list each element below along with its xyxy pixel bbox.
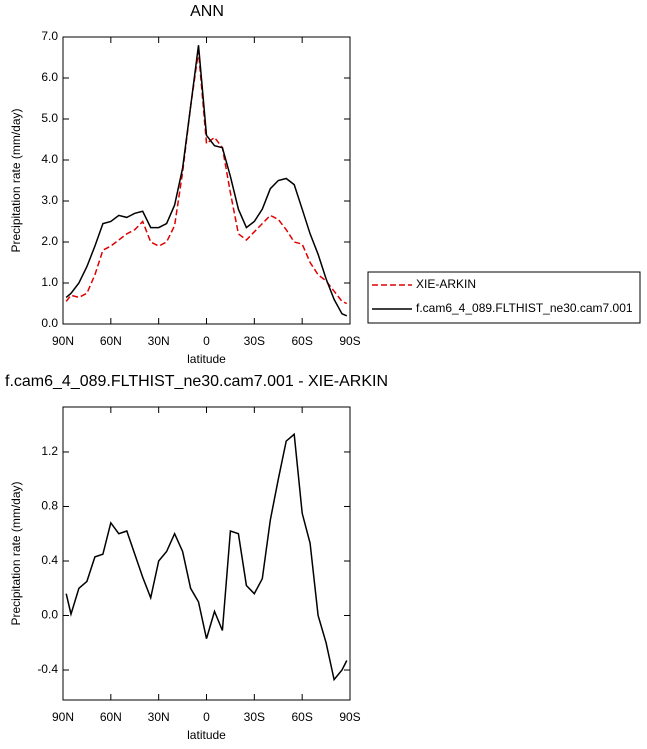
x-tick-label: 90S bbox=[339, 710, 360, 724]
y-tick-label: 2.0 bbox=[41, 234, 58, 248]
x-tick-label: 30S bbox=[244, 710, 265, 724]
y-tick-label: 0.4 bbox=[41, 553, 58, 567]
x-axis-label: latitude bbox=[187, 352, 226, 366]
y-tick-label: -0.4 bbox=[37, 662, 58, 676]
data-line bbox=[65, 432, 348, 682]
y-tick-label: 1.0 bbox=[41, 275, 58, 289]
data-line bbox=[65, 51, 348, 305]
x-tick-label: 30N bbox=[148, 334, 170, 348]
y-tick-label: 3.0 bbox=[41, 193, 58, 207]
x-tick-label: 60N bbox=[100, 334, 122, 348]
y-tick-label: 0.0 bbox=[41, 316, 58, 330]
y-tick-label: 7.0 bbox=[41, 29, 58, 43]
x-tick-label: 60N bbox=[100, 710, 122, 724]
y-tick-label: 5.0 bbox=[41, 111, 58, 125]
x-tick-label: 60S bbox=[291, 334, 312, 348]
y-tick-label: 0.8 bbox=[41, 499, 58, 513]
chart-title: ANN bbox=[190, 3, 224, 20]
y-tick-label: 0.0 bbox=[41, 608, 58, 622]
x-axis-label: latitude bbox=[187, 728, 226, 742]
x-tick-label: 90N bbox=[52, 710, 74, 724]
x-tick-label: 0 bbox=[203, 334, 210, 348]
legend-label: XIE-ARKIN bbox=[416, 277, 476, 291]
y-tick-label: 6.0 bbox=[41, 70, 58, 84]
x-tick-label: 90S bbox=[339, 334, 360, 348]
plot-frame bbox=[62, 406, 351, 701]
y-axis-label: Precipitation rate (mm/day) bbox=[9, 108, 23, 252]
x-tick-label: 90N bbox=[52, 334, 74, 348]
y-tick-label: 1.2 bbox=[41, 444, 58, 458]
plot-frame bbox=[62, 36, 351, 325]
chart-title: f.cam6_4_089.FLTHIST_ne30.cam7.001 - XIE… bbox=[5, 373, 388, 390]
y-tick-label: 4.0 bbox=[41, 152, 58, 166]
legend-label: f.cam6_4_089.FLTHIST_ne30.cam7.001 bbox=[416, 301, 633, 315]
legend-box bbox=[367, 271, 641, 324]
y-axis-label: Precipitation rate (mm/day) bbox=[9, 481, 23, 625]
x-tick-label: 60S bbox=[291, 710, 312, 724]
data-line bbox=[65, 45, 348, 317]
x-tick-label: 30N bbox=[148, 710, 170, 724]
x-tick-label: 30S bbox=[244, 334, 265, 348]
x-tick-label: 0 bbox=[203, 710, 210, 724]
